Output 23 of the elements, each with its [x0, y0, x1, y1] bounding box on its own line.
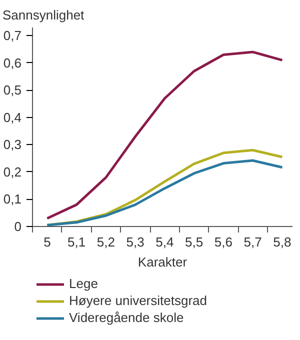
x-tick-label: 5,6: [214, 234, 233, 250]
x-tick-label: 5: [44, 234, 51, 250]
x-tick-label: 5,8: [273, 234, 292, 250]
y-tick-label: 0,5: [3, 82, 22, 98]
y-tick-label: 0,6: [3, 55, 22, 70]
line-series: [46, 50, 284, 220]
y-axis-title: Sannsynlighet: [2, 8, 85, 22]
legend-label: Høyere universitetsgrad: [69, 293, 207, 308]
x-tick-label: 5,4: [156, 234, 174, 250]
y-tick-label: 0: [14, 219, 22, 234]
x-tick-label: 5,7: [244, 234, 262, 250]
y-tick-label: 0,2: [3, 164, 22, 180]
x-tick-label: 5,1: [68, 234, 86, 250]
x-axis-title: Karakter: [138, 254, 188, 270]
legend-label: Videregående skole: [69, 310, 184, 325]
legend-label: Lege: [69, 276, 98, 291]
y-tick-label: 0,7: [3, 28, 22, 44]
x-tick-label: 5,2: [96, 234, 115, 250]
x-tick-label: 5,5: [185, 234, 204, 250]
x-tick-label: 5,3: [126, 234, 144, 250]
y-tick-label: 0,4: [3, 110, 22, 125]
y-tick-label: 0,1: [3, 192, 22, 207]
y-tick-label: 0,3: [3, 137, 22, 152]
